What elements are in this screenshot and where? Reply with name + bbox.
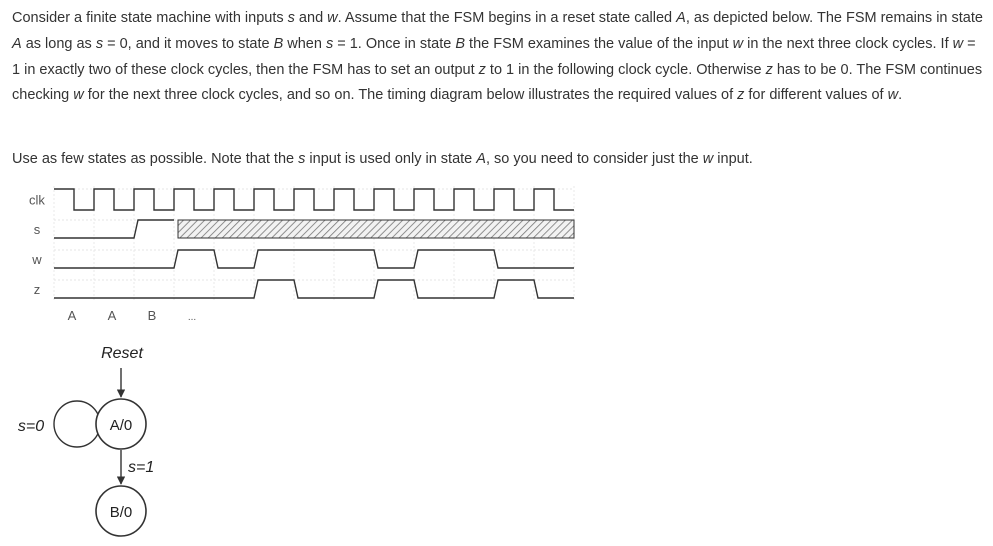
fsm-diagram: Reset s=0 A/0 s=1 B/0 [18,345,154,537]
italic-variable: B [455,35,466,52]
italic-variable: w [73,87,84,104]
italic-variable: z [478,61,486,78]
text-run: when [283,35,326,52]
transition-label: s=1 [128,459,154,476]
text-run: Consider a finite state machine with inp… [12,10,288,26]
state-seq-label: A [68,308,77,323]
italic-variable: B [273,35,284,52]
timing-waveforms [54,188,575,299]
italic-variable: s [325,35,334,52]
wave-s-dont-care [177,219,575,239]
text-run: , so you need to consider just the [485,151,703,167]
italic-variable: A [476,151,486,167]
reset-label: Reset [101,345,143,362]
self-loop-s0 [53,400,101,448]
self-loop-label: s=0 [18,418,44,435]
text-run: has to be 0. The FSM continues checking [12,61,983,104]
italic-variable: w [887,87,899,104]
signal-labels: clk swz [29,193,45,298]
text-run: . Assume that the FSM begins in a reset … [337,10,677,26]
wave-w [54,249,574,269]
problem-paragraph-2: Use as few states as possible. Note that… [12,147,987,173]
text-run: the FSM examines the value of the input [465,35,733,52]
italic-variable: s [287,10,295,26]
state-a-label: A/0 [110,417,133,434]
italic-variable: A [676,10,686,26]
signal-label-clk: clk [29,193,45,208]
italic-variable: w [327,10,338,26]
italic-variable: s [95,35,104,52]
state-sequence-labels: A A B... [68,308,197,323]
text-run: to 1 in the following clock cycle. Other… [485,61,766,78]
signal-label-s: s [34,222,41,237]
state-b-label: B/0 [110,504,133,521]
wave-clk [54,188,574,211]
italic-variable: z [737,87,745,104]
text-run: for the next three clock cycles, and so … [83,87,738,104]
signal-label-z: z [34,282,41,297]
wave-s [54,219,174,239]
state-b [95,485,147,537]
state-seq-label: A [108,308,117,323]
state-seq-label: ... [188,312,196,323]
text-run: Use as few states as possible. Note that… [12,151,299,167]
text-run: = 1. Once in state [333,35,456,52]
text-run: as long as [21,35,96,52]
italic-variable: w [732,35,744,52]
text-run: input. [713,151,753,167]
text-run: in the next three clock cycles. If [743,35,953,52]
text-run: and [294,10,328,26]
problem-paragraph-1: Consider a finite state machine with inp… [12,6,987,109]
italic-variable: s [298,151,306,167]
text-run: = 1 in exactly two of these clock cycles… [12,35,976,78]
text-run: . [898,87,903,104]
signal-label-w: w [31,252,42,267]
italic-variable: A [12,35,22,52]
italic-variable: z [765,61,773,78]
text-run: , as depicted below. The FSM remains in … [685,10,983,26]
wave-z [54,279,574,299]
text-run: = 0, and it moves to state [103,35,274,52]
text-run: input is used only in state [305,151,477,167]
italic-variable: w [952,35,964,52]
italic-variable: w [702,151,714,167]
state-a [95,398,147,450]
text-run: for different values of [744,87,888,104]
state-seq-label: B [148,308,157,323]
